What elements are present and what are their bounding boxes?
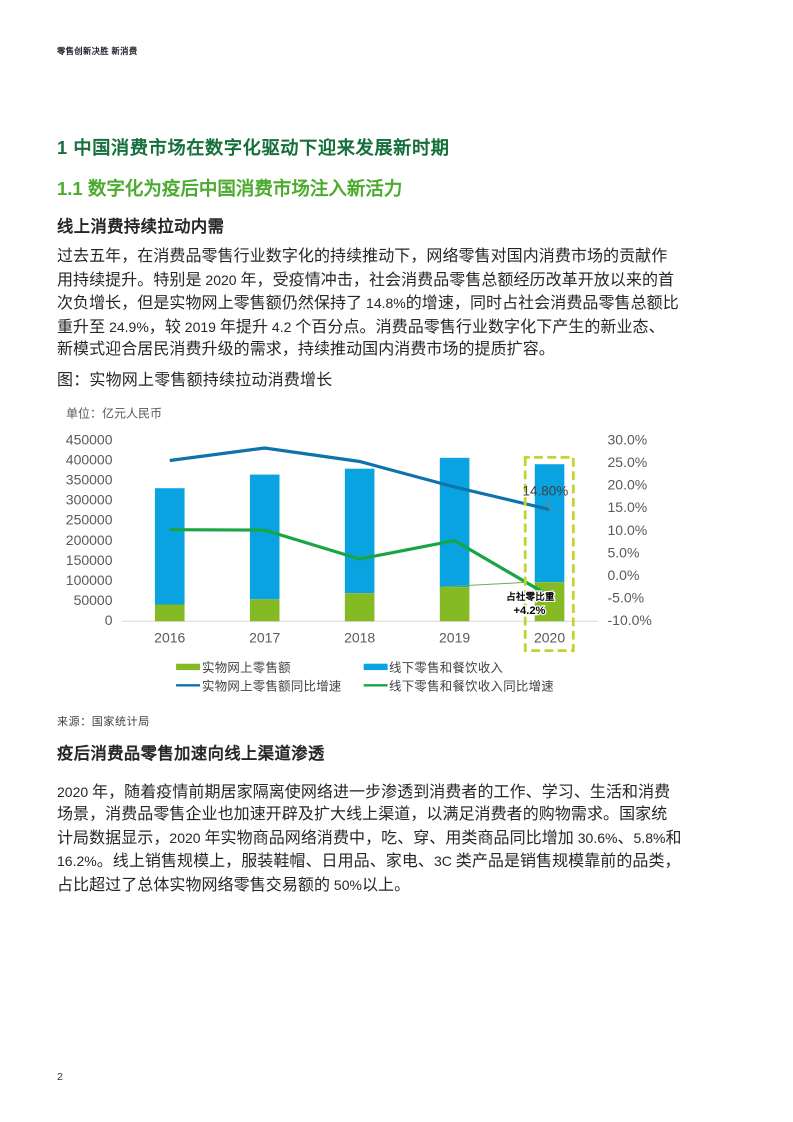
- svg-text:-10.0%: -10.0%: [608, 612, 652, 628]
- svg-text:30.0%: 30.0%: [608, 432, 648, 448]
- svg-text:50000: 50000: [74, 592, 113, 608]
- svg-text:单位：亿元人民币: 单位：亿元人民币: [66, 406, 162, 421]
- svg-text:2017: 2017: [249, 629, 280, 645]
- svg-text:400000: 400000: [66, 452, 113, 468]
- svg-text:25.0%: 25.0%: [608, 454, 648, 470]
- svg-text:20.0%: 20.0%: [608, 477, 648, 493]
- svg-text:150000: 150000: [66, 552, 113, 568]
- svg-text:占社零比重: 占社零比重: [506, 591, 555, 602]
- svg-text:实物网上零售额同比增速: 实物网上零售额同比增速: [202, 678, 342, 693]
- svg-text:0: 0: [105, 612, 113, 628]
- svg-text:200000: 200000: [66, 532, 113, 548]
- svg-text:5.0%: 5.0%: [608, 544, 640, 560]
- svg-text:+4.2%: +4.2%: [513, 605, 545, 617]
- svg-text:线下零售和餐饮收入: 线下零售和餐饮收入: [389, 660, 503, 675]
- svg-text:300000: 300000: [66, 492, 113, 508]
- svg-text:14.80%: 14.80%: [523, 484, 569, 499]
- svg-text:2020: 2020: [534, 629, 565, 645]
- svg-text:-5.0%: -5.0%: [608, 589, 645, 605]
- svg-text:2018: 2018: [344, 629, 375, 645]
- svg-text:实物网上零售额: 实物网上零售额: [202, 660, 291, 675]
- svg-text:2019: 2019: [439, 629, 470, 645]
- svg-text:100000: 100000: [66, 572, 113, 588]
- svg-text:10.0%: 10.0%: [608, 522, 648, 538]
- svg-text:450000: 450000: [66, 432, 113, 448]
- svg-text:350000: 350000: [66, 472, 113, 488]
- svg-text:250000: 250000: [66, 512, 113, 528]
- svg-text:线下零售和餐饮收入同比增速: 线下零售和餐饮收入同比增速: [389, 678, 554, 693]
- svg-text:2016: 2016: [154, 629, 185, 645]
- svg-text:15.0%: 15.0%: [608, 499, 648, 515]
- svg-text:0.0%: 0.0%: [608, 567, 640, 583]
